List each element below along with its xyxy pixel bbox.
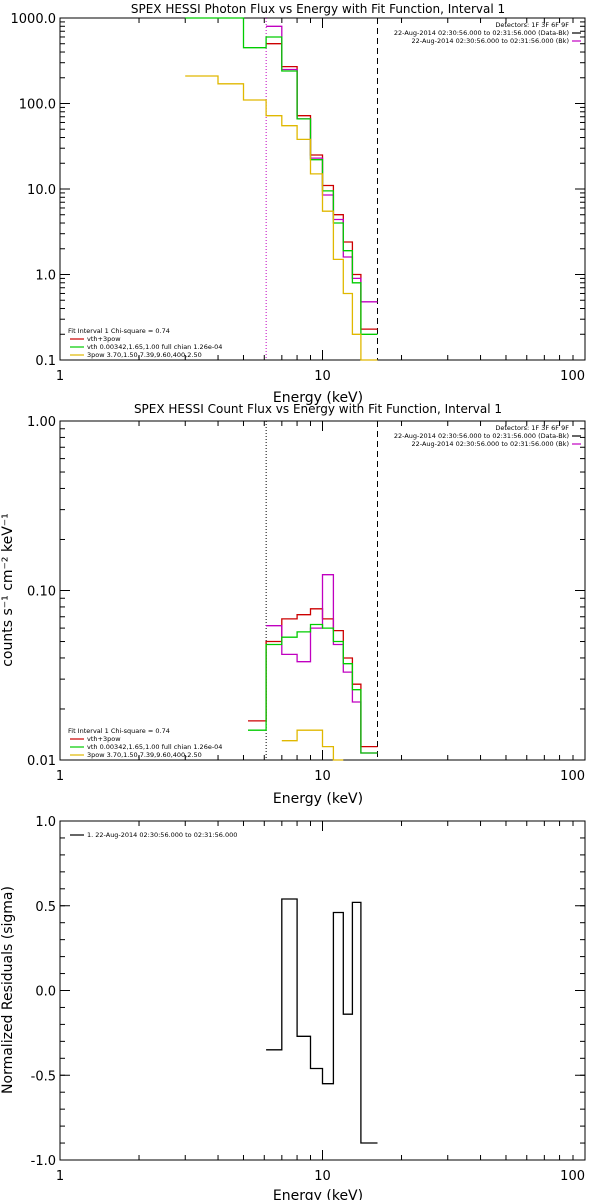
residuals-y-tick-label: 0.5 — [35, 900, 56, 915]
photon-flux-series-1 — [266, 43, 378, 330]
residuals-legend-left-entry: 1. 22-Aug-2014 02:30:56.000 to 02:31:56.… — [87, 831, 237, 839]
count-flux-title: SPEX HESSI Count Flux vs Energy with Fit… — [134, 402, 502, 416]
count-flux-legend-left-entry: vth 0.00342,1.65,1.00 full chian 1.26e-0… — [87, 743, 222, 751]
residuals-x-tick-label: 1 — [56, 1169, 64, 1184]
photon-flux-legend-left-entry: vth 0.00342,1.65,1.00 full chian 1.26e-0… — [87, 343, 222, 351]
count-flux-legend-right-entry: 22-Aug-2014 02:30:56.000 to 02:31:56.000… — [394, 432, 569, 440]
photon-flux-series-4 — [185, 75, 378, 361]
count-flux-legend-left-entry: Fit Interval 1 Chi-square = 0.74 — [68, 727, 170, 735]
count-flux-legend-left-entry: vth+3pow — [87, 735, 121, 743]
photon-flux-x-tick-label: 100 — [560, 369, 585, 384]
count-flux-y-tick-label: 0.01 — [27, 754, 56, 769]
photon-flux-legend-right-entry: 22-Aug-2014 02:30:56.000 to 02:31:56.000… — [412, 37, 569, 45]
residuals-y-tick-label: 0.0 — [35, 985, 56, 1000]
photon-flux-legend-left-entry: 3pow 3.70,1.50,7.39,9.60,400,2.50 — [87, 351, 202, 359]
count-flux-series-1 — [248, 608, 378, 748]
residuals-minor-ticks — [60, 820, 585, 1161]
residuals-plot-frame — [59, 820, 586, 1161]
photon-flux-legend-right-entry: 22-Aug-2014 02:30:56.000 to 02:31:56.000… — [394, 29, 569, 37]
count-flux-y-tick-label: 1.00 — [27, 415, 56, 430]
photon-flux-x-tick-label: 1 — [56, 369, 64, 384]
count-flux-panel: SPEX HESSI Count Flux vs Energy with Fit… — [0, 402, 586, 807]
photon-flux-y-tick-label: 1000.0 — [11, 12, 57, 27]
photon-flux-y-tick-label: 0.1 — [35, 354, 56, 369]
residuals-y-tick-label: 1.0 — [35, 815, 56, 830]
photon-flux-legend-right-entry: Detectors: 1F 3F 6F 9F — [495, 21, 569, 29]
residuals-y-tick-label: -1.0 — [31, 1154, 56, 1169]
photon-flux-x-label: Energy (keV) — [273, 390, 363, 406]
count-flux-y-label: counts s⁻¹ cm⁻² keV⁻¹ — [0, 513, 16, 667]
photon-flux-y-tick-label: 1.0 — [35, 269, 56, 284]
photon-flux-title: SPEX HESSI Photon Flux vs Energy with Fi… — [131, 2, 505, 16]
residuals-x-label: Energy (keV) — [273, 1188, 363, 1200]
count-flux-x-label: Energy (keV) — [273, 791, 363, 807]
photon-flux-legend-left-entry: Fit Interval 1 Chi-square = 0.74 — [68, 327, 170, 335]
residuals-series-1 — [266, 898, 378, 1144]
photon-flux-x-tick-label: 10 — [314, 369, 331, 384]
photon-flux-y-tick-label: 10.0 — [27, 183, 56, 198]
residuals-y-label: Normalized Residuals (sigma) — [0, 886, 16, 1094]
residuals-y-tick-label: -0.5 — [31, 1069, 56, 1084]
count-flux-legend-right-entry: Detectors: 1F 3F 6F 9F — [495, 424, 569, 432]
photon-flux-minor-ticks — [60, 18, 585, 360]
count-flux-series-4 — [281, 729, 344, 761]
residuals-panel: Energy (keV) Normalized Residuals (sigma… — [0, 815, 586, 1200]
photon-flux-series-3 — [185, 17, 378, 335]
count-flux-legend-left-entry: 3pow 3.70,1.50,7.39,9.60,400,2.50 — [87, 751, 202, 759]
count-flux-x-tick-label: 1 — [56, 769, 64, 784]
count-flux-series-2 — [266, 574, 378, 754]
photon-flux-panel: SPEX HESSI Photon Flux vs Energy with Fi… — [11, 2, 586, 406]
count-flux-x-tick-label: 10 — [314, 769, 331, 784]
count-flux-series-3 — [248, 623, 378, 754]
residuals-x-tick-label: 10 — [314, 1169, 331, 1184]
count-flux-minor-ticks — [60, 421, 585, 760]
count-flux-x-tick-label: 100 — [560, 769, 585, 784]
photon-flux-legend-left-entry: vth+3pow — [87, 335, 121, 343]
photon-flux-series-2 — [266, 25, 378, 303]
photon-flux-y-tick-label: 100.0 — [19, 98, 56, 113]
count-flux-y-tick-label: 0.10 — [27, 585, 56, 600]
residuals-x-tick-label: 100 — [560, 1169, 585, 1184]
count-flux-legend-right-entry: 22-Aug-2014 02:30:56.000 to 02:31:56.000… — [412, 440, 569, 448]
